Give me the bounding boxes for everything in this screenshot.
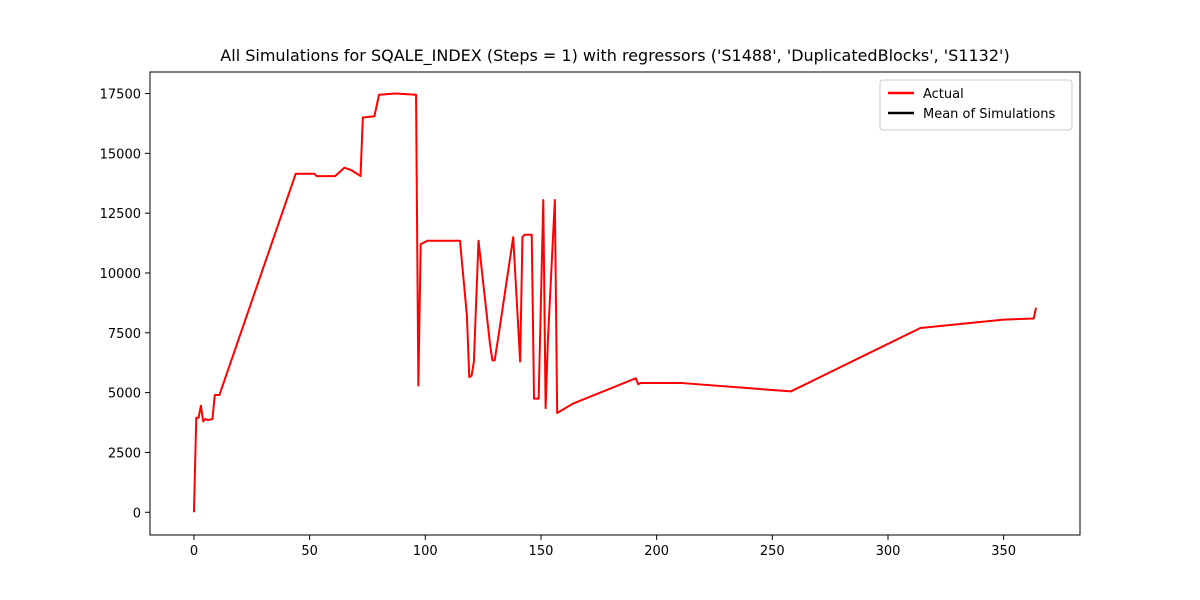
- y-tick-label: 0: [133, 506, 141, 521]
- x-tick-label: 200: [644, 544, 669, 559]
- x-tick-label: 250: [760, 544, 785, 559]
- x-tick-label: 150: [529, 544, 554, 559]
- y-tick-label: 2500: [108, 446, 141, 461]
- legend-label-1: Mean of Simulations: [923, 107, 1055, 122]
- x-tick-label: 50: [301, 544, 318, 559]
- y-tick-label: 10000: [100, 267, 141, 282]
- x-tick-label: 350: [991, 544, 1016, 559]
- x-tick-label: 300: [876, 544, 901, 559]
- chart-title: All Simulations for SQALE_INDEX (Steps =…: [220, 46, 1010, 65]
- plot-area: [192, 92, 1038, 513]
- plot-frame: [149, 71, 1081, 536]
- y-tick-label: 7500: [108, 327, 141, 342]
- axes: 0 50 100 150 200 250 300 350 0 2500 5000 7500 10000 1…: [100, 71, 1081, 559]
- y-tick-label: 15000: [100, 147, 141, 162]
- legend-label-0: Actual: [923, 87, 964, 102]
- y-tick-label: 12500: [100, 207, 141, 222]
- y-tick-label: 17500: [100, 88, 141, 103]
- x-tick-label: 0: [190, 544, 198, 559]
- legend-box: [879, 79, 1073, 131]
- legend: Actual Mean of Simulations: [879, 79, 1073, 131]
- x-tick-label: 100: [413, 544, 438, 559]
- series-line-0: [192, 92, 1038, 513]
- y-tick-label: 5000: [108, 387, 141, 402]
